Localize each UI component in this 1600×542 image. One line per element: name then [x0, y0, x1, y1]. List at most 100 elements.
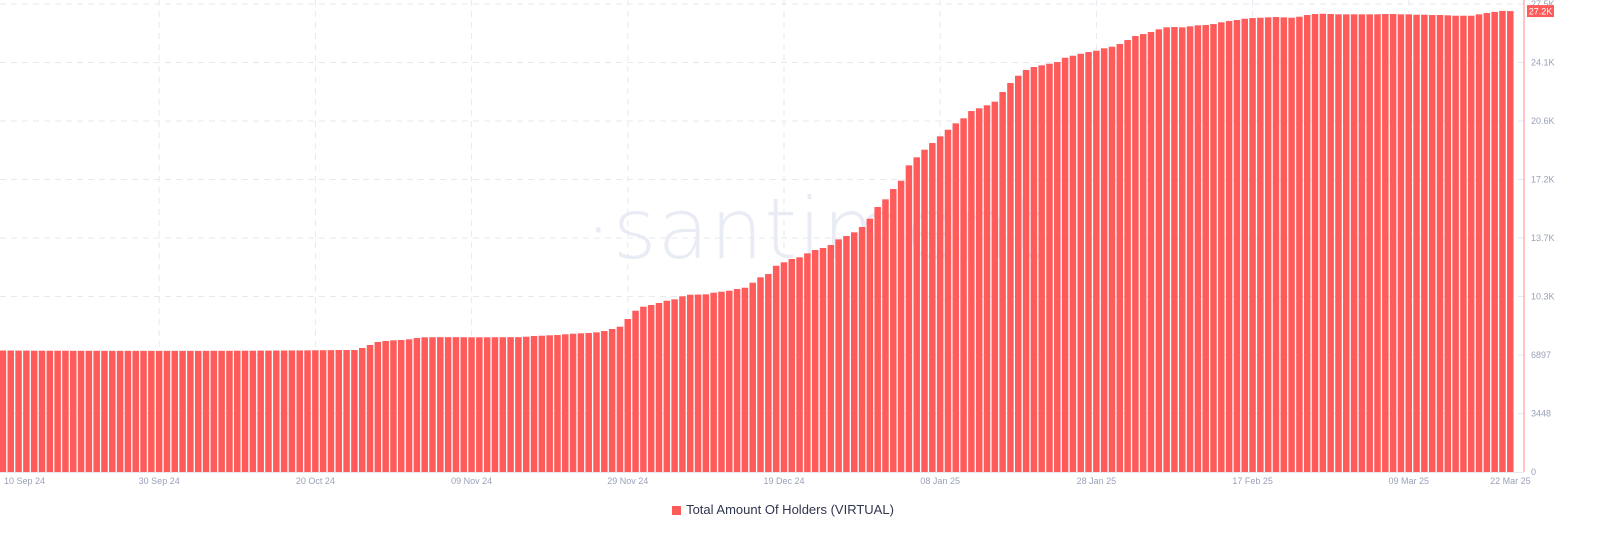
bar — [741, 287, 749, 472]
last-value-label: 27.2K — [1529, 7, 1553, 17]
bar — [1280, 17, 1288, 472]
bar — [304, 350, 311, 472]
bar — [483, 337, 491, 472]
y-tick-label: 10.3K — [1531, 292, 1555, 302]
bar — [210, 350, 218, 472]
bar — [726, 290, 733, 472]
bar — [1460, 15, 1467, 473]
bar — [468, 337, 475, 472]
last-value-tag — [1527, 5, 1554, 18]
bar — [1186, 26, 1194, 472]
bar — [975, 108, 983, 472]
bar — [827, 245, 835, 472]
x-tick-label: 20 Oct 24 — [296, 476, 335, 486]
bar — [77, 350, 85, 472]
legend-swatch — [672, 506, 682, 515]
legend[interactable]: Total Amount Of Holders (VIRTUAL) — [0, 502, 1566, 517]
bar — [601, 331, 608, 472]
x-tick-label: 09 Mar 25 — [1389, 476, 1430, 486]
bar — [382, 341, 389, 472]
bar — [835, 239, 842, 472]
bar — [202, 350, 210, 472]
x-tick-label: 08 Jan 25 — [920, 476, 960, 486]
x-tick-label: 29 Nov 24 — [607, 476, 648, 486]
bar — [1233, 20, 1241, 473]
bar — [796, 257, 803, 472]
bar — [874, 207, 881, 473]
y-tick-label: 6897 — [1531, 350, 1551, 360]
bar — [1241, 18, 1248, 472]
x-tick-label: 28 Jan 25 — [1077, 476, 1117, 486]
bar — [1225, 21, 1233, 472]
bar — [585, 333, 592, 472]
bar — [1335, 14, 1342, 473]
bar — [405, 339, 413, 472]
bar — [858, 227, 866, 472]
bar — [155, 350, 163, 472]
bar — [983, 105, 991, 473]
bar — [546, 335, 553, 472]
bar — [124, 350, 132, 472]
x-tick-label: 22 Mar 25 — [1490, 476, 1531, 486]
bar — [0, 350, 7, 472]
bar — [772, 265, 780, 472]
bar — [343, 350, 350, 472]
x-tick-label: 19 Dec 24 — [763, 476, 804, 486]
bar — [1046, 63, 1053, 472]
bar — [952, 123, 960, 472]
bar — [655, 303, 663, 472]
bar — [234, 350, 241, 472]
bar — [1374, 14, 1381, 473]
bar — [1054, 62, 1061, 473]
bar — [647, 305, 655, 472]
bar — [69, 350, 77, 472]
bar — [1444, 15, 1452, 473]
bar — [749, 282, 756, 472]
bar — [1257, 17, 1264, 472]
bar — [1100, 48, 1108, 473]
bar — [15, 350, 22, 472]
bar — [515, 337, 522, 472]
bar — [7, 350, 15, 472]
bar — [1382, 14, 1389, 472]
bar — [140, 350, 147, 472]
y-tick-label: 20.6K — [1531, 116, 1555, 126]
bar — [499, 337, 507, 472]
bar — [811, 250, 819, 472]
bar — [1296, 16, 1303, 472]
x-tick-label: 30 Sep 24 — [139, 476, 180, 486]
bar — [1108, 46, 1116, 472]
bar — [241, 350, 249, 472]
bar — [804, 253, 811, 472]
bar — [1264, 17, 1272, 472]
bar — [1030, 67, 1038, 472]
bar — [694, 294, 702, 472]
bar — [765, 274, 772, 472]
bar — [819, 248, 827, 472]
bar — [905, 165, 913, 472]
bar — [1467, 15, 1475, 473]
bar — [421, 337, 428, 472]
bar — [679, 296, 686, 472]
bar — [226, 350, 233, 472]
bar — [1179, 27, 1186, 472]
bar — [1163, 27, 1170, 472]
bar — [54, 350, 61, 472]
bar — [554, 335, 561, 472]
bar — [429, 337, 436, 472]
bar — [702, 294, 710, 472]
bar — [179, 350, 186, 472]
bar — [1405, 14, 1412, 473]
bar — [788, 259, 796, 472]
bar — [46, 350, 54, 472]
bar — [413, 338, 421, 472]
bar — [288, 350, 296, 472]
bar — [733, 289, 741, 472]
bar — [444, 337, 452, 472]
bar — [1069, 55, 1077, 472]
bar — [608, 329, 616, 472]
x-tick-label: 10 Sep 24 — [4, 476, 45, 486]
bar — [1022, 70, 1030, 473]
bar — [1171, 27, 1178, 473]
bar — [1218, 22, 1225, 473]
